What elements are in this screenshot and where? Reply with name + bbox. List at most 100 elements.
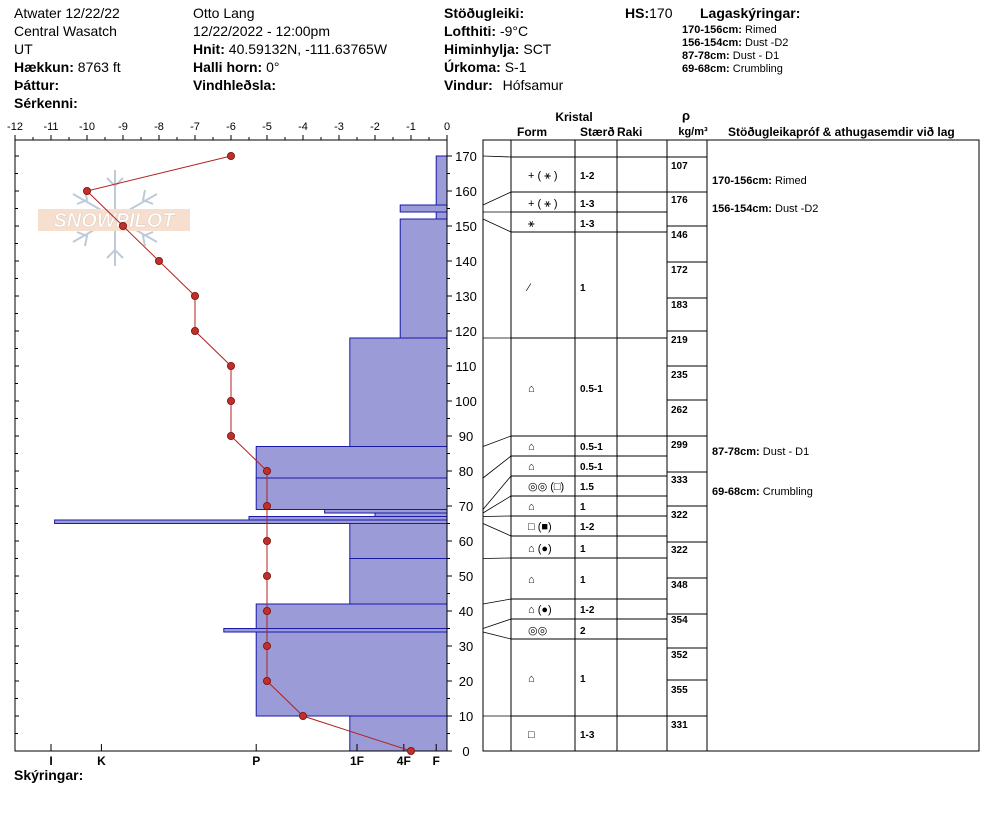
- temperature-point: [298, 712, 307, 721]
- layer-connector: [482, 523, 512, 537]
- layer-form: + ( ⚹ ): [528, 170, 558, 182]
- state: UT: [14, 41, 33, 57]
- layer-size: 1-3: [580, 199, 595, 210]
- density-value: 352: [671, 650, 688, 661]
- temperature-point: [119, 221, 128, 230]
- density-value: 219: [671, 335, 688, 346]
- layer-size: 0.5-1: [580, 442, 603, 453]
- temperature-point: [190, 326, 199, 335]
- layer-connector: [482, 598, 512, 605]
- hardness-tick-label: K: [97, 754, 106, 768]
- layer-connector: [482, 455, 512, 479]
- table-frame: [482, 139, 980, 752]
- depth-tick-label: 160: [455, 184, 477, 199]
- header-mid: Otto Lang 12/22/2022 - 12:00pm Hnit: 40.…: [193, 4, 387, 94]
- density-value: 322: [671, 545, 688, 556]
- temp-tick-label: -2: [370, 121, 380, 133]
- legend-item: 69-68cm: Crumbling: [682, 63, 783, 75]
- header-left: Atwater 12/22/22 Central Wasatch UT Hækk…: [14, 4, 121, 112]
- col-crystal: Kristal: [555, 110, 592, 124]
- temperature-point: [226, 396, 235, 405]
- layer-size: 1.5: [580, 482, 594, 493]
- layer-form: ⌂: [528, 461, 535, 473]
- temp-tick-label: -3: [334, 121, 344, 133]
- hardness-bar: [248, 516, 448, 521]
- hardness-bar: [349, 558, 448, 605]
- layer-form: ⌂: [528, 574, 535, 586]
- layer-size: 0.5-1: [580, 462, 603, 473]
- col-tests: Stöðugleikapróf & athugasemdir við lag: [728, 125, 955, 139]
- col-form: Form: [517, 125, 547, 139]
- density-value: 172: [671, 265, 688, 276]
- temp-tick-label: -9: [118, 121, 128, 133]
- layer-form: ⁄: [525, 282, 532, 294]
- temp-tick-label: -12: [7, 121, 23, 133]
- density-value: 354: [671, 615, 688, 626]
- datetime: 12/22/2022 - 12:00pm: [193, 23, 330, 39]
- temperature-point: [262, 677, 271, 686]
- stability: Stöðugleiki:: [444, 5, 525, 21]
- temperature-point: [83, 186, 92, 195]
- layer-size: 1-2: [580, 522, 595, 533]
- density-value: 333: [671, 475, 688, 486]
- layer-connector: [482, 218, 512, 233]
- temp-tick-label: -4: [298, 121, 308, 133]
- temperature-point: [262, 572, 271, 581]
- temperature-point: [154, 256, 163, 265]
- density-value: 322: [671, 510, 688, 521]
- layer-size: 1: [580, 674, 586, 685]
- wind-loading: Vindhleðsla:: [193, 77, 276, 93]
- slope-angle: Halli horn: 0°: [193, 59, 280, 75]
- density-value: 107: [671, 161, 688, 172]
- layer-comment: 87-78cm: Dust - D1: [712, 446, 809, 458]
- air-temp: Lofthiti: -9°C: [444, 23, 529, 39]
- site-name: Atwater 12/22/22: [14, 5, 120, 21]
- temp-tick-label: -11: [43, 121, 58, 133]
- depth-tick-label: 0: [462, 744, 469, 759]
- layer-connector: [482, 495, 512, 514]
- col-density-unit: kg/m³: [678, 126, 708, 138]
- layer-size: 1: [580, 283, 586, 294]
- col-moisture: Raki: [617, 125, 642, 139]
- layer-size: 1: [580, 544, 586, 555]
- temp-tick-label: -10: [79, 121, 95, 133]
- layer-form: ⌂: [528, 383, 535, 395]
- notes: Skýringar:: [14, 767, 84, 783]
- temperature-profile: [83, 151, 415, 756]
- density-value: 299: [671, 440, 688, 451]
- depth-tick-label: 100: [455, 394, 477, 409]
- hardness-bar: [435, 155, 448, 206]
- layer-form: ◎◎: [528, 625, 547, 637]
- layer-size: 1: [580, 502, 586, 513]
- temperature-point: [262, 537, 271, 546]
- density-value: 331: [671, 720, 688, 731]
- coordinates: Hnit: 40.59132N, -111.63765W: [193, 41, 388, 57]
- header-right: Stöðugleiki: Lofthiti: -9°C Himinhylja: …: [444, 4, 563, 94]
- depth-tick-label: 60: [459, 534, 473, 549]
- density-value: 348: [671, 580, 688, 591]
- depth-tick-label: 50: [459, 569, 473, 584]
- observer: Otto Lang: [193, 5, 255, 21]
- hardness-tick-label: F: [433, 754, 440, 768]
- hardness-bar: [54, 519, 448, 524]
- hardness-tick-label: P: [252, 754, 260, 768]
- hardness-bar: [435, 211, 448, 220]
- layer-connector: [482, 435, 512, 447]
- layer-form: □ (■): [528, 521, 552, 533]
- temperature-point: [226, 151, 235, 160]
- layer-form: □: [528, 729, 535, 741]
- depth-tick-label: 70: [459, 499, 473, 514]
- temp-tick-label: -1: [406, 121, 416, 133]
- depth-tick-label: 40: [459, 604, 473, 619]
- hardness-bar: [255, 631, 448, 717]
- temperature-point: [262, 607, 271, 616]
- depth-tick-label: 30: [459, 639, 473, 654]
- layer-form: ⚹: [528, 218, 535, 230]
- temp-tick-label: -7: [190, 121, 200, 133]
- layer-connector: [482, 631, 512, 640]
- layer-comment: 69-68cm: Crumbling: [712, 486, 813, 498]
- layer-connector: [482, 191, 512, 206]
- depth-tick-label: 120: [455, 324, 477, 339]
- layer-size: 2: [580, 626, 586, 637]
- depth-tick-label: 80: [459, 464, 473, 479]
